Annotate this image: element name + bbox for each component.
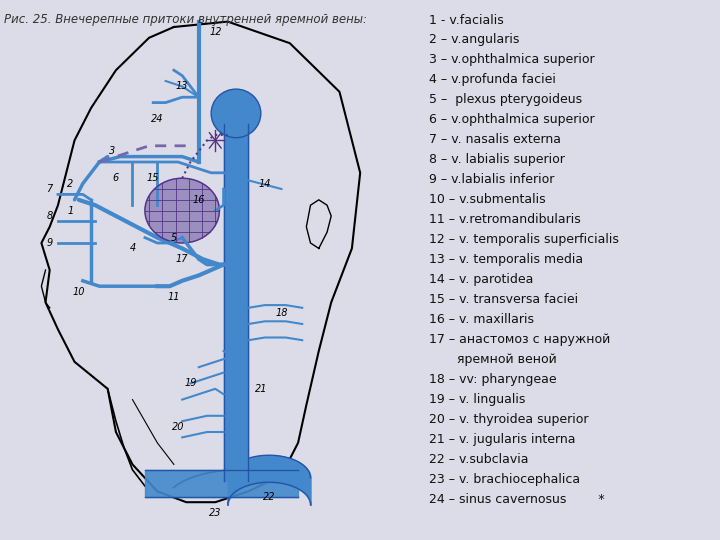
Text: 1: 1 [67,206,73,215]
Text: 20: 20 [172,422,184,431]
Text: 6: 6 [113,173,119,183]
Text: 23 – v. brachiocephalica: 23 – v. brachiocephalica [429,473,580,486]
Text: 5 –  plexus pterygoideus: 5 – plexus pterygoideus [429,93,582,106]
Text: 2 – v.angularis: 2 – v.angularis [429,33,520,46]
Text: 24: 24 [151,114,163,124]
Text: 19 – v. lingualis: 19 – v. lingualis [429,393,526,406]
Text: 22: 22 [263,492,275,502]
Text: 4 – v.profunda faciei: 4 – v.profunda faciei [429,73,556,86]
Text: 15: 15 [147,173,159,183]
Text: 8 – v. labialis superior: 8 – v. labialis superior [429,153,565,166]
Text: 12: 12 [209,28,222,37]
Text: 13: 13 [176,82,189,91]
Text: 11 – v.retromandibularis: 11 – v.retromandibularis [429,213,581,226]
Text: 21 – v. jugularis interna: 21 – v. jugularis interna [429,433,576,446]
Text: 15 – v. transversa faciei: 15 – v. transversa faciei [429,293,578,306]
Text: яремной веной: яремной веной [429,353,557,366]
Text: 14 – v. parotidea: 14 – v. parotidea [429,273,534,286]
Text: 13 – v. temporalis media: 13 – v. temporalis media [429,253,583,266]
Text: 16: 16 [192,195,205,205]
Text: 24 – sinus cavernosus        *: 24 – sinus cavernosus * [429,493,605,506]
Text: 17: 17 [176,254,189,264]
Text: 1 - v.facialis: 1 - v.facialis [429,14,504,26]
Ellipse shape [211,89,261,138]
Text: 19: 19 [184,379,197,388]
Text: 3: 3 [109,146,115,156]
Text: Рис. 25. Внечерепные притоки внутренней яремной вены:: Рис. 25. Внечерепные притоки внутренней … [4,14,367,26]
Text: 11: 11 [168,292,180,302]
Text: 2: 2 [67,179,73,188]
Text: 20 – v. thyroidea superior: 20 – v. thyroidea superior [429,413,589,426]
Text: 18 – vv: pharyngeae: 18 – vv: pharyngeae [429,373,557,386]
Text: 3 – v.ophthalmica superior: 3 – v.ophthalmica superior [429,53,595,66]
Text: 7 – v. nasalis externa: 7 – v. nasalis externa [429,133,562,146]
Text: 16 – v. maxillaris: 16 – v. maxillaris [429,313,534,326]
Text: 10 – v.submentalis: 10 – v.submentalis [429,193,546,206]
Text: 8: 8 [47,211,53,221]
Text: 4: 4 [130,244,135,253]
Text: 6 – v.ophthalmica superior: 6 – v.ophthalmica superior [429,113,595,126]
Text: 12 – v. temporalis superficialis: 12 – v. temporalis superficialis [429,233,619,246]
Text: 9: 9 [47,238,53,248]
Text: 23: 23 [209,508,222,518]
Text: 5: 5 [171,233,177,242]
Polygon shape [145,178,220,243]
Text: 9 – v.labialis inferior: 9 – v.labialis inferior [429,173,554,186]
Text: 22 – v.subclavia: 22 – v.subclavia [429,453,528,466]
Text: 18: 18 [275,308,288,318]
Text: 17 – анастомоз с наружной: 17 – анастомоз с наружной [429,333,611,346]
Text: 7: 7 [47,184,53,194]
Text: 21: 21 [255,384,267,394]
Text: 14: 14 [258,179,271,188]
Text: 10: 10 [73,287,85,296]
